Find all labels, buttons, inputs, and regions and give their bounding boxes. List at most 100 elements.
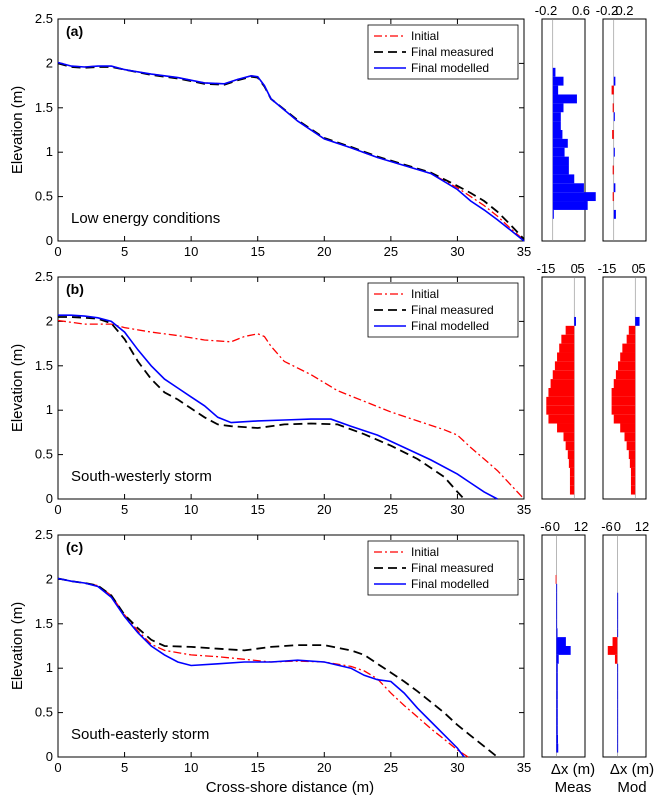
hist-tick-label: 0 (553, 519, 560, 534)
hist-bar (556, 672, 558, 682)
hist-bar (565, 441, 575, 451)
legend-label: Final modelled (411, 577, 489, 591)
hist-bar (620, 352, 636, 362)
x-tick-label: 30 (450, 760, 464, 775)
x-tick-label: 35 (517, 502, 531, 517)
hist-bar (552, 209, 554, 219)
hist-bar (630, 485, 636, 495)
hist-bar (556, 637, 566, 646)
hist-bar (611, 396, 636, 406)
hist-bar (556, 717, 558, 726)
panel-label: (b) (66, 281, 84, 297)
hist-bar (552, 156, 569, 166)
hist-bar (622, 343, 636, 353)
y-tick-label: 2.5 (35, 11, 53, 26)
hist-tick-label: -15 (598, 261, 617, 276)
hist-bar (554, 361, 575, 371)
hist-bar (565, 325, 575, 335)
hist-bar (624, 432, 636, 442)
hist-bar (552, 130, 563, 139)
hist-frame (541, 18, 586, 242)
y-tick-label: 0.5 (35, 189, 53, 204)
legend-label: Initial (411, 287, 439, 301)
hist-tick-label: 12 (574, 519, 588, 534)
hist-bar (556, 734, 559, 744)
hist-tick-label: 0 (571, 261, 578, 276)
hist-bar (613, 379, 636, 388)
hist-bar (556, 663, 558, 673)
hist-bar (556, 592, 558, 602)
x-tick-label: 20 (317, 244, 331, 259)
y-tick-label: 1.5 (35, 100, 53, 115)
hist-bar (552, 67, 556, 77)
panel-2: 0 0.5 1 1.5 2 2.5 0 5 10 15 20 25 30 35 Elevation (m) (… (9, 519, 649, 775)
x-tick-label: 35 (517, 760, 531, 775)
legend-label: Final modelled (411, 319, 489, 333)
hist-bar (617, 690, 619, 700)
hist-bar (617, 592, 619, 602)
hist-bar (556, 628, 558, 638)
panel-label: (c) (66, 539, 83, 555)
hist-tick-label: -6 (540, 519, 552, 534)
hist-frame (541, 276, 586, 500)
hist-tick-label: -0.2 (535, 3, 557, 18)
x-tick-label: 35 (517, 244, 531, 259)
hist-bar (617, 734, 619, 744)
y-tick-label: 0.5 (35, 705, 53, 720)
hist-bar (613, 112, 615, 122)
hist-bar (552, 76, 564, 86)
y-axis-label: Elevation (m) (9, 602, 26, 690)
hist-bar (612, 130, 614, 139)
legend-label: Final measured (411, 303, 494, 317)
y-tick-label: 0 (46, 233, 53, 248)
hist-tick-label: 0 (614, 519, 621, 534)
hist-bar (556, 610, 558, 620)
hist-bar (552, 121, 561, 130)
x-tick-label: 15 (250, 502, 264, 517)
hist-bar (635, 316, 640, 326)
hist-bar (552, 201, 588, 210)
hist-bar (546, 396, 575, 406)
x-tick-label: 15 (250, 760, 264, 775)
x-tick-label: 30 (450, 502, 464, 517)
hist-bar (563, 432, 575, 442)
hist-bar (630, 476, 636, 486)
hist-bar (556, 601, 558, 611)
hist-meas-label-line2: Meas (555, 779, 592, 796)
hist-bar (613, 76, 616, 86)
hist-bar (556, 743, 559, 753)
x-tick-label: 15 (250, 244, 264, 259)
hist-frame (602, 276, 647, 500)
hist-tick-label: 12 (635, 519, 649, 534)
hist-mod-label-line2: Mod (617, 779, 646, 796)
hist-bar (556, 619, 558, 629)
panel-annotation: South-westerly storm (71, 468, 212, 485)
y-tick-label: 2 (46, 313, 53, 328)
axes-frame (57, 276, 525, 500)
x-tick-label: 10 (184, 244, 198, 259)
hist-bar (613, 414, 636, 424)
hist-bar (617, 717, 619, 726)
legend-label: Final measured (411, 45, 494, 59)
hist-bar (552, 138, 568, 148)
y-tick-label: 0.5 (35, 447, 53, 462)
hist-bar (611, 85, 614, 95)
hist-bar (552, 112, 561, 122)
legend-label: Final modelled (411, 61, 489, 75)
hist-frame (602, 18, 647, 242)
y-tick-label: 2 (46, 55, 53, 70)
hist-bar (556, 708, 558, 718)
legend-label: Initial (411, 545, 439, 559)
hist-bar (607, 646, 618, 655)
hist-bar (617, 610, 619, 620)
hist-bar (617, 601, 619, 611)
hist-bar (626, 441, 636, 451)
series-line (57, 577, 465, 758)
hist-bar (556, 690, 558, 700)
hist-tick-label: -0.2 (596, 3, 618, 18)
hist-bar (552, 165, 569, 175)
panel-annotation: South-easterly storm (71, 726, 209, 743)
x-tick-label: 5 (121, 244, 128, 259)
